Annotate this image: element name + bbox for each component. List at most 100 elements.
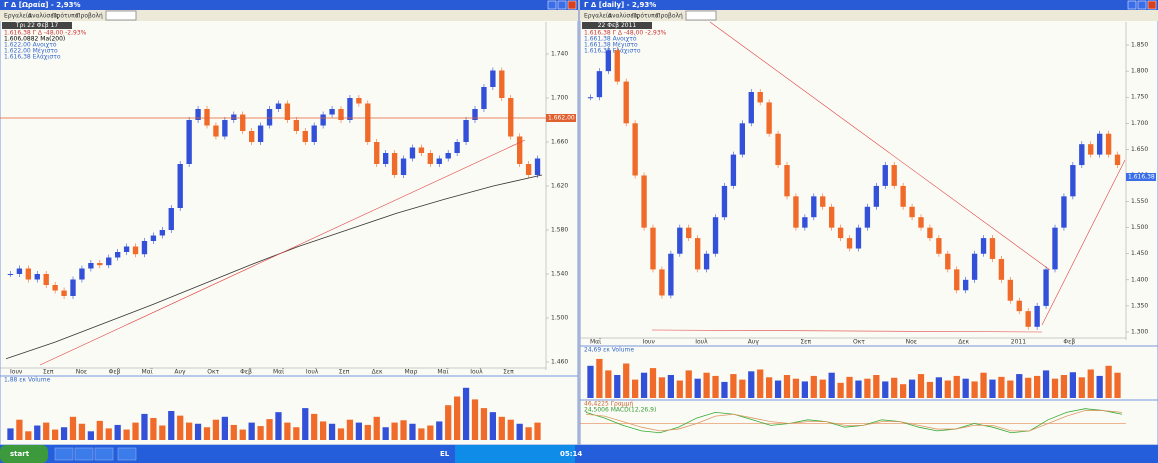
candle-body [614, 50, 620, 82]
volume-bar [953, 375, 960, 398]
volume-bar [623, 363, 630, 398]
candle-body [329, 109, 335, 115]
volume-bar [864, 378, 871, 398]
search-box[interactable] [685, 10, 717, 21]
x-tick-label: Φεβ [109, 369, 121, 376]
x-tick-label: Μαϊ [590, 339, 601, 346]
volume-bar [640, 372, 648, 398]
window-button[interactable] [547, 0, 557, 10]
volume-bar [78, 423, 86, 440]
candle-body [34, 274, 40, 280]
x-tick-label: Ιουλ [306, 369, 319, 376]
y-tick-label: 1.620 [551, 183, 568, 190]
volume-bar [676, 380, 683, 398]
volume-bar [221, 416, 228, 440]
candle-body [945, 253, 951, 270]
task-button[interactable] [74, 447, 94, 461]
volume-bar [320, 421, 327, 440]
candle-body [596, 71, 603, 98]
x-tick-label: Μαϊ [437, 369, 448, 376]
volume-bar [507, 419, 514, 440]
candle-body [320, 114, 326, 126]
candle-body [132, 246, 139, 255]
volume-bar [123, 429, 130, 440]
candle-body [16, 268, 23, 274]
candle-body [302, 131, 308, 142]
volume-bar [1051, 378, 1059, 398]
menu-item[interactable]: Εργαλεία [4, 13, 32, 20]
menu-item[interactable]: Προβολή [76, 13, 103, 20]
candle-body [1043, 269, 1049, 306]
candle-body [980, 238, 987, 254]
window-button[interactable] [1127, 0, 1137, 10]
volume-bar [489, 412, 496, 440]
x-tick-label: Σεπ [800, 339, 811, 346]
candle-body [882, 165, 888, 186]
window-button[interactable] [1137, 0, 1147, 10]
candle-body [1016, 300, 1022, 312]
x-tick-label: Αυγ [174, 369, 186, 376]
x-tick-label: Δεκ [372, 369, 383, 376]
moving-average [5, 174, 543, 360]
candle-body [775, 133, 781, 166]
level-label: 1.616,38 [1128, 174, 1155, 181]
volume-bar [34, 425, 41, 440]
menu-item[interactable]: Αναλύσεις [28, 13, 59, 20]
candle-body [79, 268, 85, 280]
candle-body [70, 279, 76, 296]
candle-body [454, 142, 460, 153]
candle-body [159, 230, 166, 236]
menu-item[interactable]: Πρότυπα [632, 13, 659, 20]
candle-body [338, 109, 344, 120]
candle-body [186, 120, 192, 164]
candle-body [213, 125, 219, 137]
candle-body [784, 165, 790, 197]
volume-bar [203, 427, 211, 440]
task-button[interactable] [54, 447, 74, 461]
y-tick-label: 1.400 [1131, 276, 1148, 283]
x-tick-label: Μαρ [405, 369, 418, 376]
title-bar [580, 0, 1158, 10]
menu-item[interactable]: Προβολή [656, 13, 683, 20]
start-button[interactable] [0, 445, 48, 463]
candle-body [632, 123, 638, 176]
menu-item[interactable]: Πρότυπα [52, 13, 79, 20]
y-tick-label: 1.460 [551, 359, 568, 366]
task-button[interactable] [117, 447, 137, 461]
candle-body [168, 208, 174, 230]
window-button[interactable] [567, 0, 577, 10]
volume-bar [748, 371, 755, 398]
volume-bar [891, 377, 898, 398]
candle-body [820, 196, 826, 207]
candle-body [927, 227, 933, 239]
y-tick-label: 1.800 [1131, 68, 1148, 75]
volume-bar [766, 377, 773, 398]
window-button[interactable] [557, 0, 567, 10]
candle-body [204, 109, 210, 126]
volume-bar [400, 420, 407, 440]
candle-body [828, 206, 835, 228]
candle-body [508, 98, 514, 137]
candle-body [730, 154, 737, 186]
search-box[interactable] [105, 10, 137, 21]
volume-bar [721, 381, 728, 398]
candle-body [374, 142, 380, 164]
menu-item[interactable]: Αναλύσεις [608, 13, 639, 20]
task-button[interactable] [94, 447, 114, 461]
window-title: Γ Δ [daily] - 2,93% [584, 1, 656, 9]
trend-line [709, 21, 1051, 271]
y-tick-label: 1.650 [1131, 146, 1148, 153]
candle-body [703, 253, 710, 270]
candle-body [1007, 279, 1014, 301]
volume-bar [1069, 372, 1076, 398]
volume-bar [16, 419, 23, 440]
window-button[interactable] [1147, 0, 1157, 10]
candle-body [61, 290, 67, 296]
volume-bar [1114, 372, 1121, 398]
candle-body [463, 120, 469, 142]
volume-bar [1087, 369, 1094, 398]
volume-bar [498, 416, 505, 440]
menu-item[interactable]: Εργαλεία [584, 13, 612, 20]
x-tick-label: Φεβ [240, 369, 252, 376]
candle-body [1061, 196, 1067, 228]
